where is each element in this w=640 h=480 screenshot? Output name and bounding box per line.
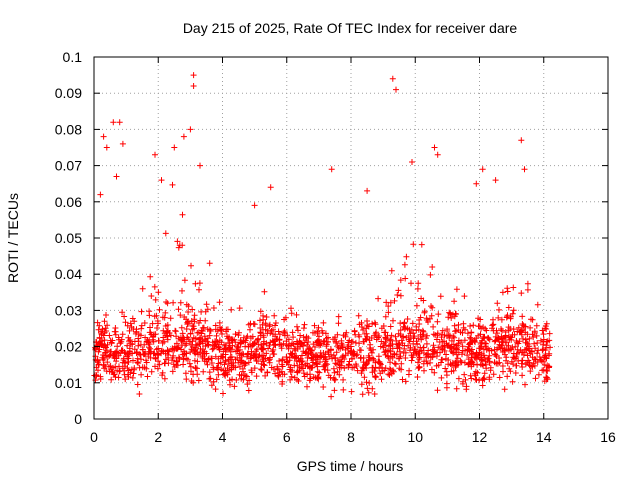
x-tick-label: 0 xyxy=(90,429,98,445)
data-points xyxy=(91,72,553,400)
y-tick-label: 0.05 xyxy=(55,230,82,246)
x-tick-label: 14 xyxy=(536,429,552,445)
tick-labels: 0 2 4 6 8 10 12 14 16 0 0.01 0.02 0.03 0.04 0.05 0.06 0.… xyxy=(55,49,616,445)
y-tick-label: 0 xyxy=(74,411,82,427)
x-tick-label: 2 xyxy=(154,429,162,445)
x-tick-label: 4 xyxy=(219,429,227,445)
y-tick-label: 0.04 xyxy=(55,266,82,282)
x-tick-label: 12 xyxy=(472,429,488,445)
chart-title: Day 215 of 2025, Rate Of TEC Index for r… xyxy=(183,20,518,36)
y-tick-label: 0.02 xyxy=(55,339,82,355)
x-tick-label: 8 xyxy=(347,429,355,445)
x-tick-label: 16 xyxy=(600,429,616,445)
x-tick-label: 10 xyxy=(407,429,423,445)
x-tick-label: 6 xyxy=(283,429,291,445)
x-axis-title: GPS time / hours xyxy=(297,458,404,474)
y-tick-label: 0.1 xyxy=(63,49,83,65)
y-tick-label: 0.03 xyxy=(55,302,82,318)
scatter-markers xyxy=(91,72,553,400)
y-tick-label: 0.08 xyxy=(55,121,82,137)
y-tick-label: 0.09 xyxy=(55,85,82,101)
y-axis-title: ROTI / TECUs xyxy=(5,193,21,283)
y-tick-label: 0.06 xyxy=(55,194,82,210)
axis-ticks xyxy=(93,56,609,420)
y-tick-label: 0.07 xyxy=(55,158,82,174)
y-tick-label: 0.01 xyxy=(55,375,82,391)
